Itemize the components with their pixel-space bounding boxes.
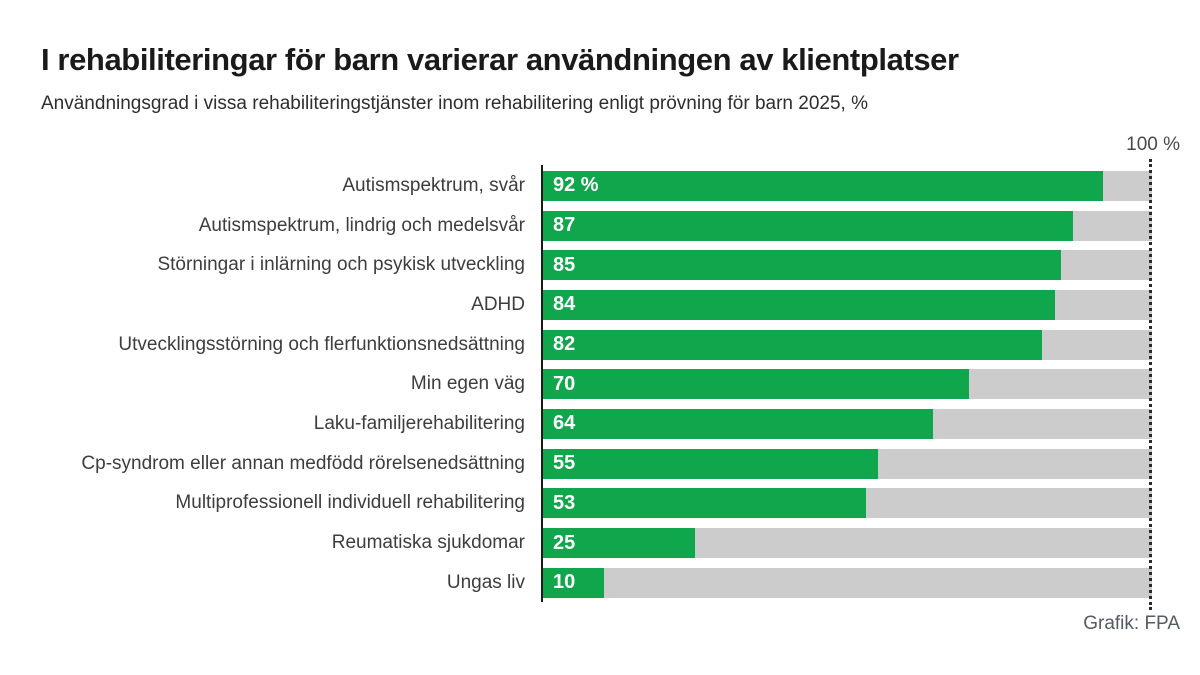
bar-label: Reumatiska sjukdomar (331, 532, 525, 554)
credit-label: Grafik: FPA (1083, 613, 1180, 634)
axis-max-label: 100 % (1126, 134, 1180, 155)
bar-label: Cp-syndrom eller annan medfödd rörelsene… (81, 452, 525, 474)
bar-value-label: 55 (553, 452, 576, 475)
bar-value-label: 53 (553, 491, 576, 514)
bar-track: 85 (543, 250, 1152, 281)
bar-value-label: 85 (553, 253, 576, 276)
bar-label: Störningar i inlärning och psykisk utvec… (157, 254, 525, 276)
bar-row: Störningar i inlärning och psykisk utvec… (40, 245, 1152, 285)
bar-track: 64 (543, 408, 1152, 439)
bar-value-label: 70 (553, 372, 576, 395)
reference-line-100 (1149, 159, 1152, 610)
bar-track: 92 % (543, 170, 1152, 201)
bar-rows: Autismspektrum, svår 92 % Autismspektrum… (40, 165, 1152, 603)
bar-fill: 82 (543, 329, 1043, 360)
bar-label: Min egen väg (410, 373, 525, 395)
bar-track: 25 (543, 528, 1152, 559)
bar-row: Laku-familjerehabilitering 64 (40, 404, 1152, 444)
bar-row: Autismspektrum, lindrig och medelsvår 87 (40, 206, 1152, 246)
bar-fill: 70 (543, 369, 970, 400)
bar-label: Autismspektrum, svår (342, 174, 525, 196)
bar-row: Autismspektrum, svår 92 % (40, 166, 1152, 206)
bar-row: Min egen väg 70 (40, 364, 1152, 404)
bar-row: Reumatiska sjukdomar 25 (40, 523, 1152, 563)
bar-row: Ungas liv 10 (40, 563, 1152, 603)
axis-baseline (541, 165, 543, 602)
bar-fill: 53 (543, 488, 866, 519)
bar-value-label: 87 (553, 214, 576, 237)
chart-title: I rehabiliteringar för barn varierar anv… (41, 42, 959, 77)
chart-subtitle: Användningsgrad i vissa rehabiliteringst… (41, 93, 868, 114)
bar-track: 10 (543, 567, 1152, 598)
bar-fill: 92 % (543, 170, 1104, 201)
bar-label: Multiprofessionell individuell rehabilit… (175, 492, 525, 514)
bar-track: 84 (543, 289, 1152, 320)
bar-label: Laku-familjerehabilitering (313, 412, 525, 434)
bar-label: Utvecklingsstörning och flerfunktionsned… (118, 333, 525, 355)
bar-track: 87 (543, 210, 1152, 241)
bar-row: Multiprofessionell individuell rehabilit… (40, 484, 1152, 524)
bar-fill: 25 (543, 528, 696, 559)
bar-fill: 84 (543, 289, 1055, 320)
bar-track: 53 (543, 488, 1152, 519)
bar-fill: 10 (543, 567, 604, 598)
bar-value-label: 92 % (553, 174, 599, 197)
bar-fill: 64 (543, 408, 933, 439)
bar-row: Utvecklingsstörning och flerfunktionsned… (40, 325, 1152, 365)
bar-track: 82 (543, 329, 1152, 360)
bar-chart: Autismspektrum, svår 92 % Autismspektrum… (40, 159, 1152, 610)
bar-fill: 85 (543, 250, 1061, 281)
bar-label: ADHD (471, 293, 525, 315)
bar-label: Ungas liv (446, 571, 525, 593)
bar-value-label: 10 (553, 571, 576, 594)
bar-value-label: 84 (553, 293, 576, 316)
bar-fill: 87 (543, 210, 1073, 241)
bar-fill: 55 (543, 448, 878, 479)
bar-track: 55 (543, 448, 1152, 479)
bar-value-label: 82 (553, 333, 576, 356)
bar-row: ADHD 84 (40, 285, 1152, 325)
bar-label: Autismspektrum, lindrig och medelsvår (198, 214, 525, 236)
bar-value-label: 25 (553, 531, 576, 554)
bar-track: 70 (543, 369, 1152, 400)
bar-value-label: 64 (553, 412, 576, 435)
bar-row: Cp-syndrom eller annan medfödd rörelsene… (40, 444, 1152, 484)
